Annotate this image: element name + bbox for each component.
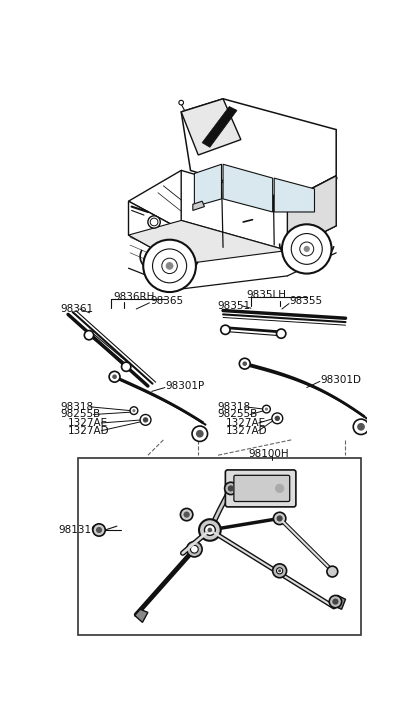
Circle shape [275,483,284,493]
Circle shape [96,527,102,533]
Circle shape [282,225,332,273]
Polygon shape [129,201,181,265]
Polygon shape [129,220,287,265]
Circle shape [112,374,117,379]
Polygon shape [181,99,241,155]
Circle shape [204,525,215,535]
Text: 98318: 98318 [217,402,251,411]
Circle shape [275,483,284,493]
Text: 98365: 98365 [150,297,183,306]
Text: 98351: 98351 [217,301,251,311]
Circle shape [93,524,105,536]
Circle shape [273,513,286,525]
Circle shape [84,331,93,340]
Circle shape [304,246,310,252]
Circle shape [140,414,151,425]
Circle shape [186,542,202,557]
Text: 98301D: 98301D [321,375,362,385]
Circle shape [199,519,221,541]
Text: 1327AD: 1327AD [68,426,110,435]
Circle shape [353,419,369,435]
Circle shape [228,486,234,491]
Text: 98355: 98355 [290,297,323,306]
Polygon shape [223,164,273,212]
FancyBboxPatch shape [234,475,290,502]
Polygon shape [135,609,148,622]
Circle shape [130,407,138,414]
Circle shape [239,358,250,369]
Polygon shape [332,595,346,609]
FancyBboxPatch shape [78,459,361,635]
Circle shape [357,423,365,430]
Polygon shape [202,106,237,148]
Circle shape [327,566,338,577]
Circle shape [192,426,208,441]
Circle shape [278,569,281,572]
Circle shape [265,408,268,411]
Text: 9836RH: 9836RH [113,292,154,302]
Text: 1327AE: 1327AE [68,418,108,428]
Circle shape [329,595,341,608]
Circle shape [184,512,190,518]
Circle shape [242,361,247,366]
Text: 1327AD: 1327AD [225,426,267,435]
Circle shape [179,100,184,105]
Text: 9835LH: 9835LH [246,290,286,300]
Polygon shape [181,99,336,201]
Circle shape [272,413,283,424]
Circle shape [333,598,339,605]
Polygon shape [194,164,222,206]
Circle shape [143,240,196,292]
Circle shape [162,258,177,273]
Circle shape [291,233,322,265]
Circle shape [196,430,204,438]
Circle shape [221,325,230,334]
FancyBboxPatch shape [225,470,296,507]
Circle shape [150,218,158,226]
Circle shape [277,329,286,338]
Circle shape [224,482,237,494]
Circle shape [208,528,212,532]
Circle shape [180,508,193,521]
Circle shape [109,371,120,382]
Circle shape [273,564,286,578]
Circle shape [277,568,283,574]
Text: 98255B: 98255B [217,409,258,419]
Text: 98301P: 98301P [166,381,205,391]
Polygon shape [181,170,336,251]
Polygon shape [129,170,223,230]
Circle shape [143,417,148,422]
Circle shape [300,242,314,256]
Circle shape [132,409,135,412]
Circle shape [277,515,283,521]
Text: 1327AE: 1327AE [225,418,266,428]
Circle shape [148,216,160,228]
Text: 98100H: 98100H [248,449,289,459]
Text: 98255B: 98255B [60,409,100,419]
Polygon shape [274,178,315,212]
Circle shape [153,249,186,283]
Circle shape [191,545,198,553]
Circle shape [166,262,173,270]
Polygon shape [287,176,336,251]
Text: 98318: 98318 [60,402,93,411]
Circle shape [122,362,131,371]
Circle shape [263,405,271,413]
Text: 98361: 98361 [60,304,93,314]
Polygon shape [193,201,204,210]
Circle shape [275,416,280,421]
Text: 98131C: 98131C [59,525,99,535]
